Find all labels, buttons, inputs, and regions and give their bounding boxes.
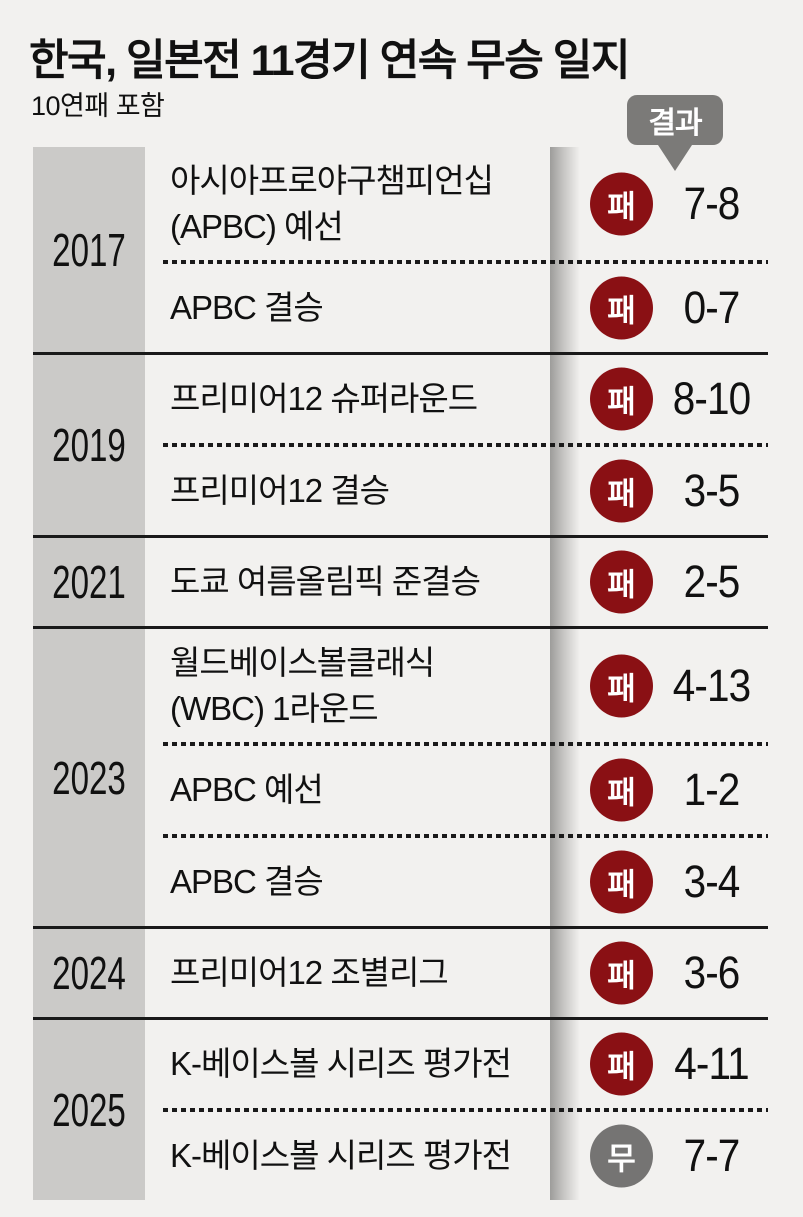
year-group: 2017 아시아프로야구챔피언십 (APBC) 예선 패 7-8 APBC 결승 패 0-7	[33, 147, 768, 352]
result-badge-loss: 패	[590, 459, 653, 523]
year-group: 2025 K-베이스볼 시리즈 평가전 패 4-11 K-베이스볼 시리즈 평가전 무 7-…	[33, 1017, 768, 1200]
score-value: 2-5	[683, 556, 741, 607]
table-row: APBC 결승 패 0-7	[33, 264, 768, 352]
table-row: 프리미어12 결승 패 3-5	[33, 447, 768, 535]
score-value: 3-6	[683, 947, 741, 998]
dotted-row-divider	[163, 260, 768, 264]
event-label: 프리미어12 슈퍼라운드	[170, 380, 478, 417]
year-group: 2021 도쿄 여름올림픽 준결승 패 2-5	[33, 535, 768, 626]
result-badge-loss: 패	[590, 941, 653, 1005]
event-label: 프리미어12 조별리그	[170, 954, 449, 991]
dotted-row-divider	[163, 1108, 768, 1112]
table-row: 도쿄 여름올림픽 준결승 패 2-5	[33, 538, 768, 626]
results-table: 2017 아시아프로야구챔피언십 (APBC) 예선 패 7-8 APBC 결승 패 0-7 2…	[33, 147, 768, 1200]
score-value: 4-13	[672, 659, 751, 711]
table-row: 아시아프로야구챔피언십 (APBC) 예선 패 7-8	[33, 147, 768, 260]
table-row: APBC 결승 패 3-4	[33, 838, 768, 926]
result-badge-draw: 무	[590, 1124, 653, 1188]
page-title: 한국, 일본전 11경기 연속 무승 일지	[29, 37, 630, 85]
score-value: 4-11	[674, 1038, 749, 1089]
result-badge-loss: 패	[590, 367, 653, 431]
score-value: 7-8	[683, 177, 741, 229]
event-label: APBC 예선	[170, 771, 324, 808]
score-value: 8-10	[672, 373, 751, 424]
score-value: 7-7	[683, 1130, 741, 1181]
table-row: K-베이스볼 시리즈 평가전 무 7-7	[33, 1112, 768, 1200]
event-label: APBC 결승	[170, 289, 324, 326]
year-group: 2024 프리미어12 조별리그 패 3-6	[33, 926, 768, 1017]
year-group: 2023 월드베이스볼클래식 (WBC) 1라운드 패 4-13 APBC 예선 패 1-2 A…	[33, 626, 768, 926]
event-label: 프리미어12 결승	[170, 472, 390, 509]
year-label: 2017	[52, 223, 126, 276]
year-column-background	[33, 147, 145, 1200]
event-label: 도쿄 여름올림픽 준결승	[170, 563, 481, 600]
table-row: 프리미어12 조별리그 패 3-6	[33, 929, 768, 1017]
score-value: 0-7	[683, 282, 741, 333]
event-label: 아시아프로야구챔피언십 (APBC) 예선	[170, 161, 494, 245]
result-badge-loss: 패	[590, 550, 653, 614]
result-badge-loss: 패	[590, 172, 653, 235]
event-label: 월드베이스볼클래식 (WBC) 1라운드	[170, 643, 435, 727]
event-label: APBC 결승	[170, 863, 324, 900]
table-row: APBC 예선 패 1-2	[33, 746, 768, 834]
year-label: 2024	[52, 947, 126, 999]
result-badge-loss: 패	[590, 276, 653, 340]
dotted-row-divider	[163, 742, 768, 746]
table-row: K-베이스볼 시리즈 평가전 패 4-11	[33, 1020, 768, 1108]
result-badge-loss: 패	[590, 1032, 653, 1096]
table-row: 프리미어12 슈퍼라운드 패 8-10	[33, 355, 768, 443]
score-value: 3-4	[683, 856, 741, 907]
table-row: 월드베이스볼클래식 (WBC) 1라운드 패 4-13	[33, 629, 768, 742]
page-subtitle: 10연패 포함	[31, 91, 165, 121]
dotted-row-divider	[163, 443, 768, 447]
year-group: 2019 프리미어12 슈퍼라운드 패 8-10 프리미어12 결승 패 3-5	[33, 352, 768, 535]
score-value: 1-2	[683, 764, 741, 815]
callout-pointer-icon	[658, 145, 692, 171]
year-label: 2019	[52, 419, 126, 471]
dotted-row-divider	[163, 834, 768, 838]
event-label: K-베이스볼 시리즈 평가전	[170, 1045, 512, 1082]
column-divider-shadow	[550, 147, 580, 1200]
year-label: 2025	[52, 1084, 126, 1136]
result-callout: 결과	[627, 95, 723, 171]
year-label: 2023	[52, 751, 126, 804]
result-badge-loss: 패	[590, 850, 653, 914]
callout-label: 결과	[648, 107, 702, 140]
score-value: 3-5	[683, 465, 741, 516]
year-label: 2021	[52, 556, 126, 608]
result-badge-loss: 패	[590, 654, 653, 717]
result-badge-loss: 패	[590, 758, 653, 822]
event-label: K-베이스볼 시리즈 평가전	[170, 1137, 512, 1174]
